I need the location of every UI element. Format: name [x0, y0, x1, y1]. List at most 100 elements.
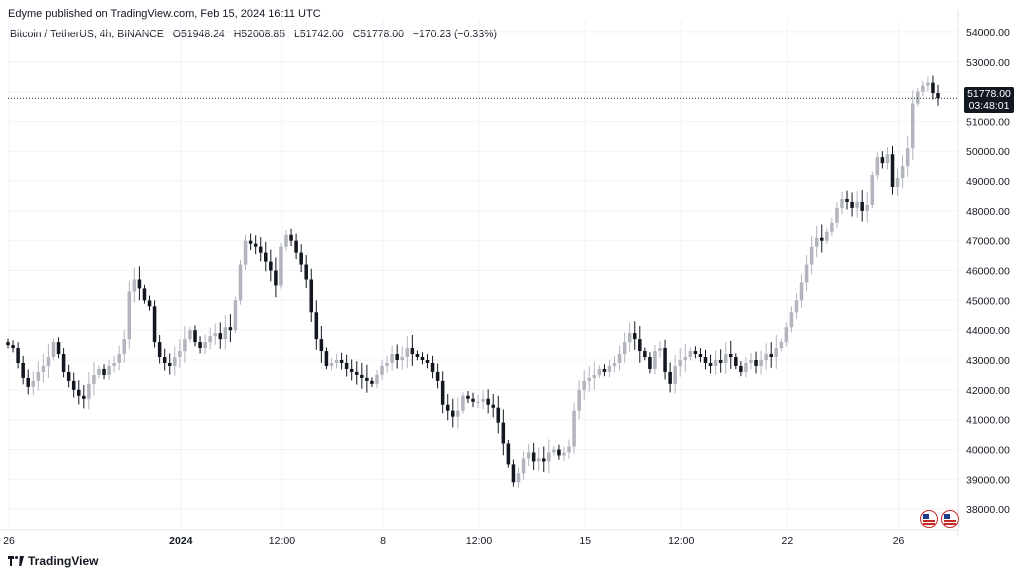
candle-body — [511, 464, 516, 483]
footer-branding[interactable]: TradingView — [8, 554, 98, 568]
y-tick-label: 40000.00 — [966, 444, 1010, 456]
candle-body — [395, 354, 399, 360]
candle-body — [759, 360, 763, 366]
candle-body — [415, 354, 420, 358]
candle-body — [577, 389, 581, 411]
y-tick-label: 42000.00 — [966, 385, 1010, 397]
candle-body — [587, 377, 592, 381]
y-tick-label: 43000.00 — [966, 355, 1010, 367]
candle-body — [420, 357, 425, 360]
candle-body — [835, 207, 839, 223]
candle-body — [769, 354, 773, 358]
candle-body — [167, 362, 172, 366]
candle-body — [264, 252, 268, 262]
candle-body — [673, 365, 677, 384]
candle-body — [329, 362, 334, 366]
ohlc-low: L51742.00 — [294, 28, 344, 40]
candle-body — [890, 154, 895, 188]
candle-body — [617, 354, 622, 363]
symbol-legend: Bitcoin / TetherUS, 4h, BINANCE O51948.2… — [10, 28, 503, 40]
candle-body — [289, 234, 293, 241]
candle-body — [435, 371, 440, 381]
candle-body — [794, 300, 799, 313]
us-flag-icon[interactable] — [941, 510, 959, 528]
y-tick-label: 50000.00 — [966, 146, 1010, 158]
candle-body — [592, 374, 597, 378]
candle-body — [107, 365, 111, 375]
y-tick-label: 54000.00 — [966, 27, 1010, 39]
candle-body — [799, 282, 804, 301]
y-tick-label: 44000.00 — [966, 325, 1010, 337]
candle-body — [21, 362, 25, 378]
candle-body — [188, 330, 192, 340]
candle-body — [11, 345, 15, 349]
candle-body — [132, 279, 137, 292]
candle-body — [56, 342, 61, 355]
candle-body — [921, 85, 925, 92]
candle-body — [193, 330, 197, 343]
us-flag-icon[interactable] — [920, 510, 938, 528]
tradingview-logo-icon — [8, 556, 24, 566]
candle-body — [612, 362, 617, 366]
candle-body — [208, 336, 212, 343]
candle-body — [294, 240, 298, 253]
candle-body — [243, 240, 248, 265]
candle-body — [127, 291, 132, 340]
candle-body — [880, 157, 885, 164]
candle-body — [274, 270, 278, 286]
candle-body — [451, 410, 455, 417]
candle-body — [627, 333, 632, 343]
candle-body — [643, 351, 647, 358]
y-tick-label: 41000.00 — [966, 415, 1010, 427]
candle-body — [501, 422, 506, 444]
candle-body — [269, 261, 273, 271]
candle-body — [693, 351, 698, 355]
candle-body — [547, 452, 551, 462]
candle-body — [36, 371, 41, 381]
candle-body — [471, 398, 475, 402]
candle-body — [860, 201, 864, 211]
candle-body — [339, 360, 344, 363]
candle-body — [360, 374, 364, 378]
candle-body — [405, 348, 410, 358]
candle-body — [218, 333, 223, 340]
candle-body — [825, 231, 829, 241]
candle-body — [486, 398, 490, 405]
candle-body — [370, 380, 374, 384]
candle-body — [557, 449, 561, 456]
candle-body — [774, 348, 779, 358]
candle-body — [572, 410, 576, 447]
candle-body — [445, 404, 450, 411]
x-tick-label: 26 — [893, 535, 905, 547]
y-tick-label: 46000.00 — [966, 266, 1010, 278]
event-flags[interactable] — [920, 510, 959, 528]
candle-body — [936, 93, 940, 99]
candle-body — [440, 380, 445, 405]
candle-body — [375, 374, 379, 384]
candle-body — [390, 354, 394, 363]
candle-body — [926, 82, 930, 86]
candle-body — [16, 348, 20, 363]
candle-body — [147, 300, 152, 307]
candle-body — [279, 246, 283, 286]
candle-body — [173, 357, 177, 366]
candle-body — [425, 360, 430, 363]
candle-body — [905, 148, 910, 167]
y-tick-label: 49000.00 — [966, 176, 1010, 188]
candle-body — [92, 374, 96, 384]
candle-body — [718, 360, 723, 363]
candle-body — [840, 198, 844, 208]
y-tick-label: 48000.00 — [966, 206, 1010, 218]
last-price-tag: 51778.00 03:48:01 — [964, 87, 1014, 113]
candle-body — [456, 410, 460, 417]
candle-body — [739, 365, 743, 372]
candle-body — [26, 377, 30, 387]
candle-body — [536, 458, 541, 462]
candle-body — [461, 395, 465, 411]
candle-body — [349, 368, 354, 372]
candle-body — [916, 91, 920, 104]
candle-body — [203, 342, 207, 349]
brand-name: TradingView — [28, 554, 99, 568]
candle-body — [87, 383, 91, 399]
